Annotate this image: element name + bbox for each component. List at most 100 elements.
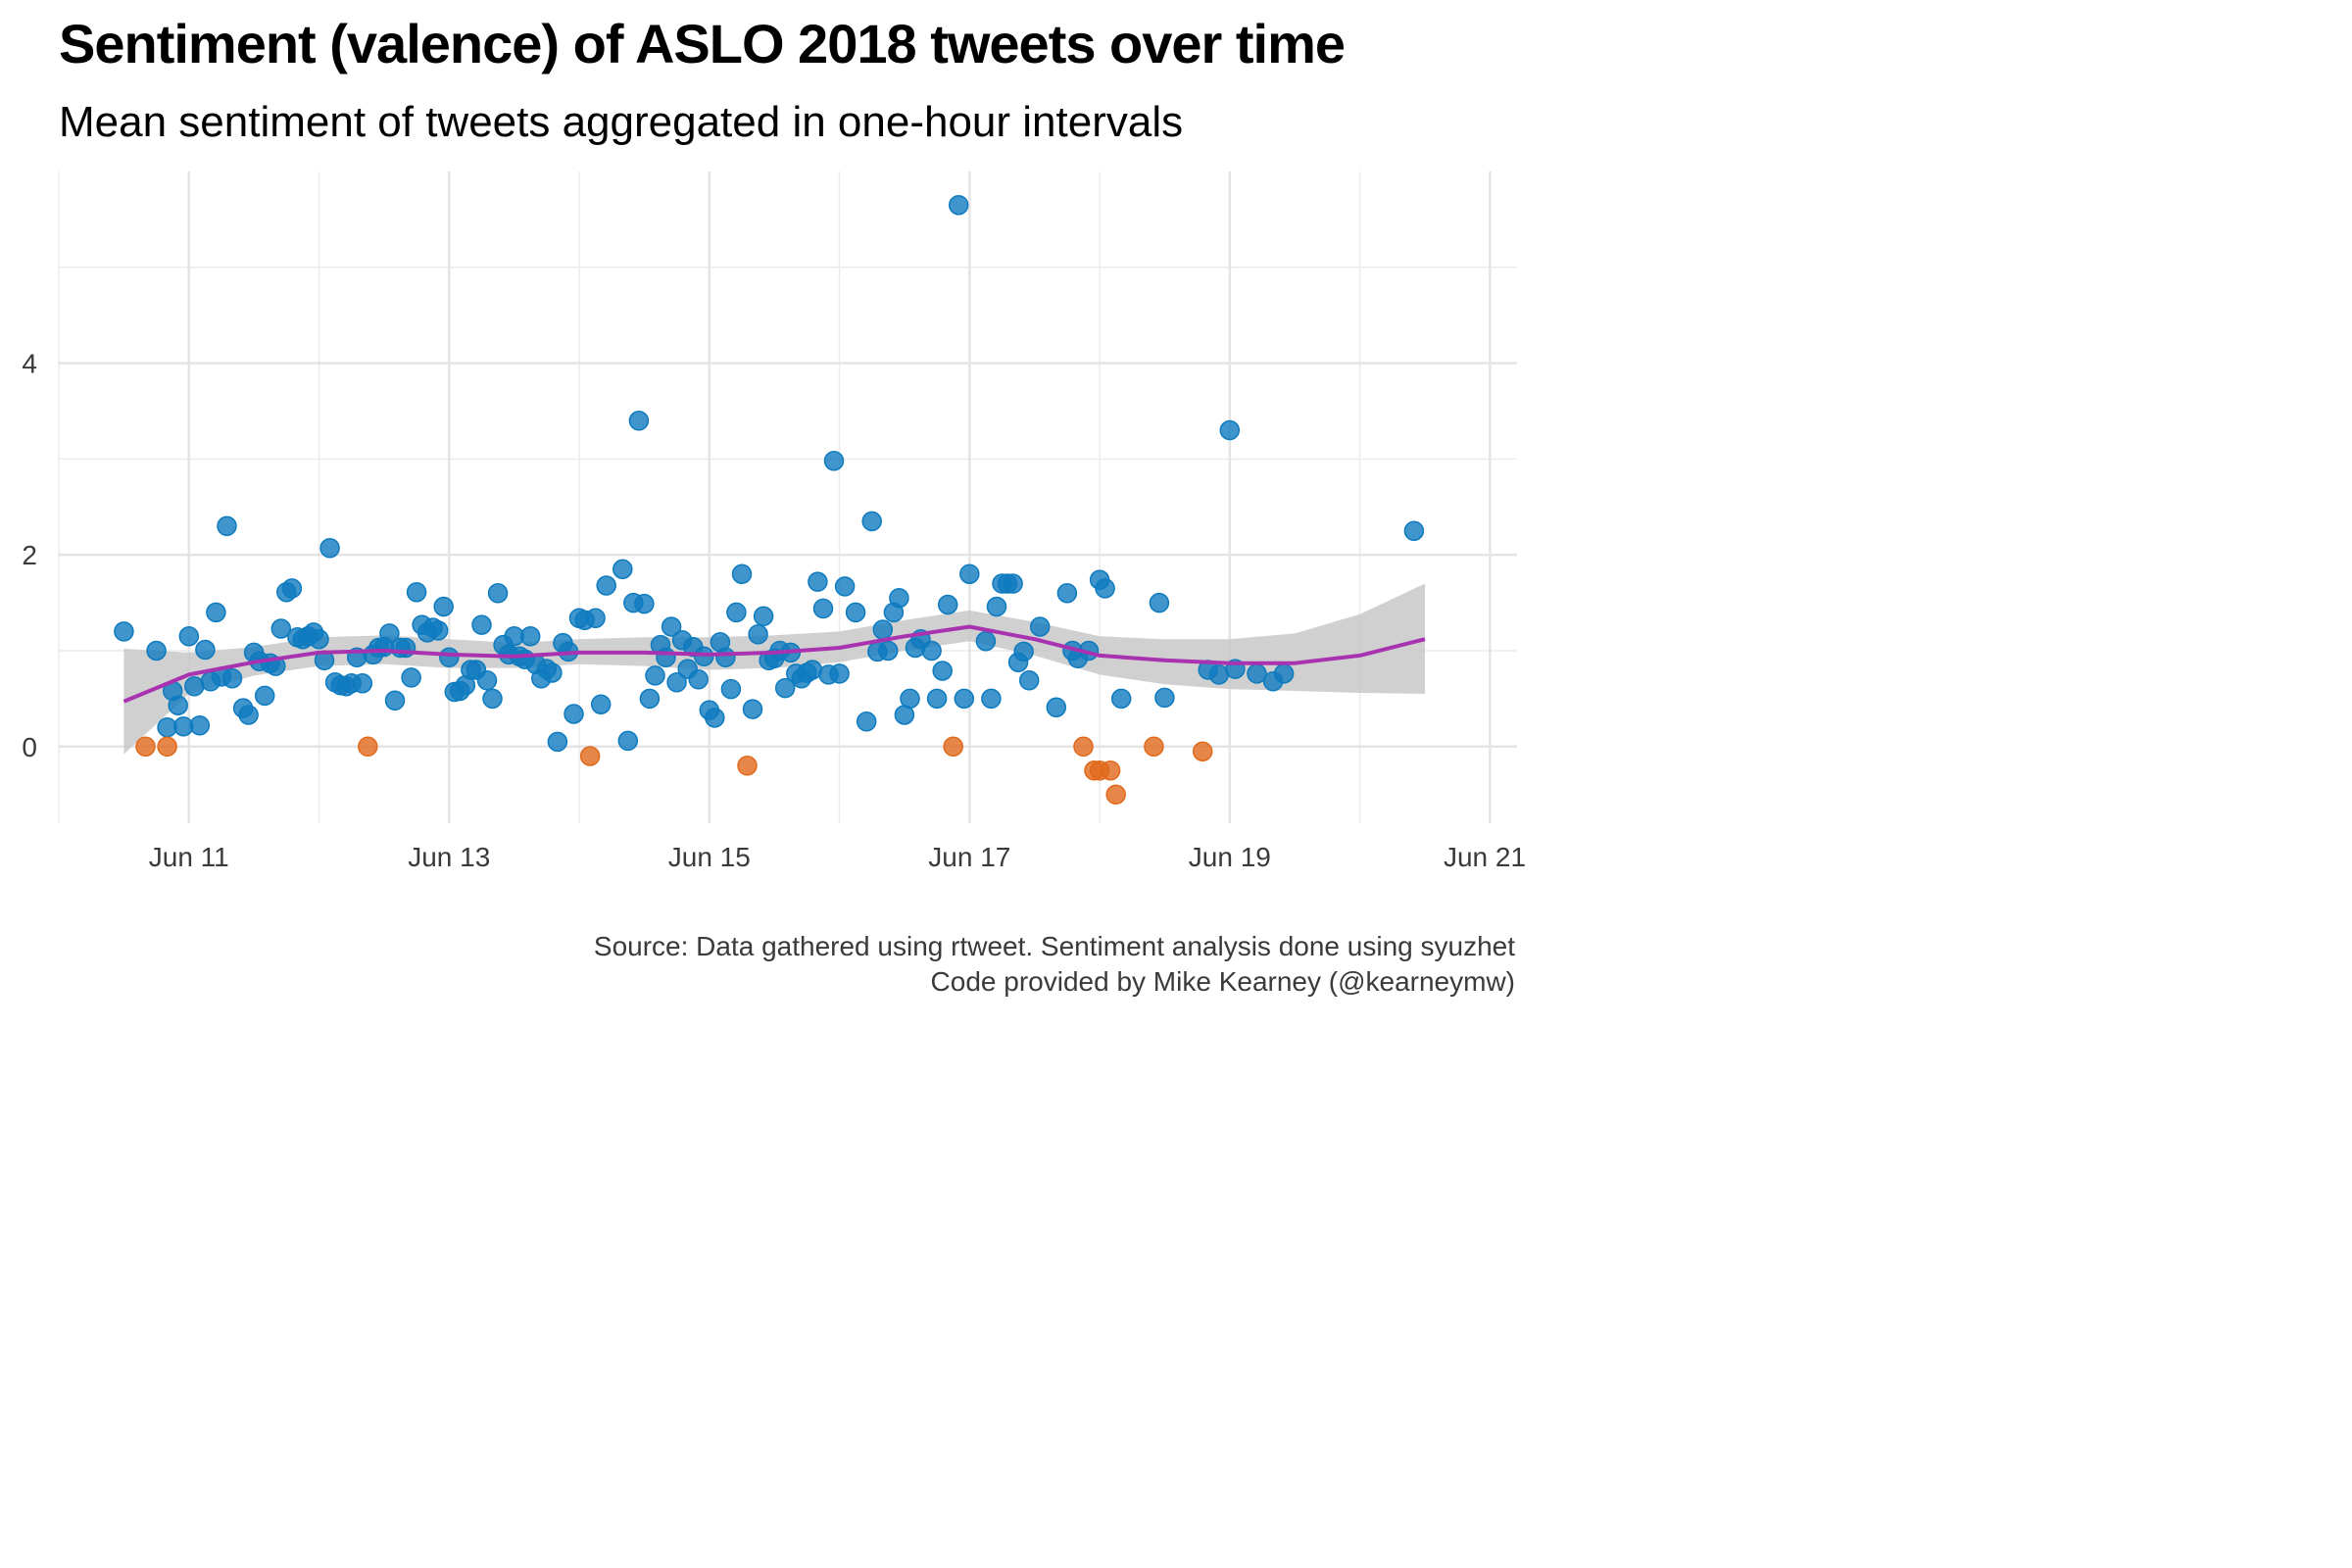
positive-point xyxy=(221,668,243,689)
positive-point xyxy=(1110,688,1132,710)
positive-point xyxy=(829,663,850,684)
negative-point xyxy=(943,736,963,758)
negative-point xyxy=(1105,784,1126,805)
positive-point xyxy=(1095,578,1115,599)
positive-point xyxy=(427,620,449,641)
sentiment-scatter-chart: 0 2 4 Jun 11 Jun 13 Jun 15 Jun 17 Jun 19 Jun 21 xyxy=(22,172,1526,872)
negative-point xyxy=(737,756,758,776)
positive-point xyxy=(845,602,866,623)
positive-point xyxy=(861,511,882,532)
major-gridlines xyxy=(59,172,1517,823)
positive-point xyxy=(932,661,953,681)
x-tick-label: Jun 11 xyxy=(149,842,229,872)
positive-point xyxy=(748,624,768,645)
positive-point xyxy=(753,606,774,627)
y-tick-label: 4 xyxy=(22,349,37,379)
confidence-band xyxy=(123,583,1425,755)
positive-point xyxy=(189,715,211,736)
positive-point xyxy=(585,608,606,628)
negative-point xyxy=(579,746,601,766)
positive-point xyxy=(487,583,509,604)
positive-point xyxy=(694,646,714,667)
positive-point xyxy=(433,596,454,617)
positive-point xyxy=(628,411,650,431)
positive-point xyxy=(309,628,329,650)
positive-point xyxy=(948,194,969,216)
positive-point xyxy=(254,685,275,707)
chart-title: Sentiment (valence) of ASLO 2018 tweets … xyxy=(59,13,1346,74)
positive-point xyxy=(731,564,753,584)
positive-point xyxy=(564,704,584,724)
smooth-line-group xyxy=(122,624,1426,704)
positive-point xyxy=(206,602,226,623)
positive-point xyxy=(959,564,980,584)
positive-point xyxy=(921,640,942,662)
positive-point xyxy=(645,665,665,686)
positive-point xyxy=(617,730,639,752)
positive-point xyxy=(742,699,763,719)
positive-point xyxy=(889,587,909,609)
positive-point xyxy=(401,667,421,688)
positive-point xyxy=(384,690,406,711)
positive-point xyxy=(705,708,725,728)
positive-point xyxy=(270,618,292,639)
positive-point xyxy=(519,626,541,647)
negative-point xyxy=(1144,736,1164,758)
negative-point xyxy=(1100,760,1121,781)
x-tick-label: Jun 13 xyxy=(408,842,490,872)
positive-point xyxy=(1013,641,1034,662)
positive-point xyxy=(954,688,975,710)
smooth-line xyxy=(122,624,1426,704)
positive-point xyxy=(114,621,134,642)
positive-point xyxy=(439,647,460,668)
positive-point xyxy=(872,619,894,640)
positive-point xyxy=(981,688,1002,710)
minor-gridlines xyxy=(58,172,1517,823)
positive-point xyxy=(986,596,1007,617)
positive-point xyxy=(1273,663,1295,684)
positive-point xyxy=(656,647,676,668)
x-tick-label: Jun 19 xyxy=(1189,842,1271,872)
positive-point xyxy=(547,731,568,753)
positive-point xyxy=(542,662,563,683)
positive-point xyxy=(178,626,200,647)
negative-point xyxy=(135,736,156,758)
positive-point xyxy=(217,515,237,537)
positive-point xyxy=(406,582,427,603)
positive-point xyxy=(1018,670,1040,691)
x-tick-label: Jun 17 xyxy=(928,842,1010,872)
positive-point xyxy=(281,578,303,599)
positive-point xyxy=(900,688,920,710)
positive-point xyxy=(666,671,687,693)
positive-point xyxy=(937,594,958,615)
positive-point xyxy=(168,695,188,715)
positive-point xyxy=(195,639,216,661)
negative-point xyxy=(1192,741,1213,761)
positive-point xyxy=(856,711,877,732)
positive-point xyxy=(808,571,828,592)
y-tick-label: 2 xyxy=(22,540,37,570)
positive-point xyxy=(975,630,997,652)
positive-point xyxy=(319,538,340,559)
positive-point xyxy=(1003,573,1023,594)
source-caption: Source: Data gathered using rtweet. Sent… xyxy=(593,931,1515,961)
positive-point xyxy=(834,576,856,597)
positive-point xyxy=(715,647,736,668)
positive-point xyxy=(774,677,796,699)
y-tick-label: 0 xyxy=(22,732,37,762)
positive-point xyxy=(1149,592,1170,613)
x-axis-ticks: Jun 11 Jun 13 Jun 15 Jun 17 Jun 19 Jun 21 xyxy=(149,842,1526,872)
positive-point xyxy=(1056,583,1078,604)
positive-point xyxy=(1046,697,1067,717)
negative-point xyxy=(157,736,177,758)
positive-point xyxy=(238,705,259,725)
x-tick-label: Jun 21 xyxy=(1444,842,1526,872)
positive-point xyxy=(1403,520,1425,541)
positive-point xyxy=(482,688,503,710)
positive-point xyxy=(823,451,845,471)
x-tick-label: Jun 15 xyxy=(668,842,751,872)
positive-point xyxy=(688,669,709,690)
positive-point xyxy=(590,694,612,714)
data-points xyxy=(114,194,1425,805)
positive-point xyxy=(379,623,400,644)
